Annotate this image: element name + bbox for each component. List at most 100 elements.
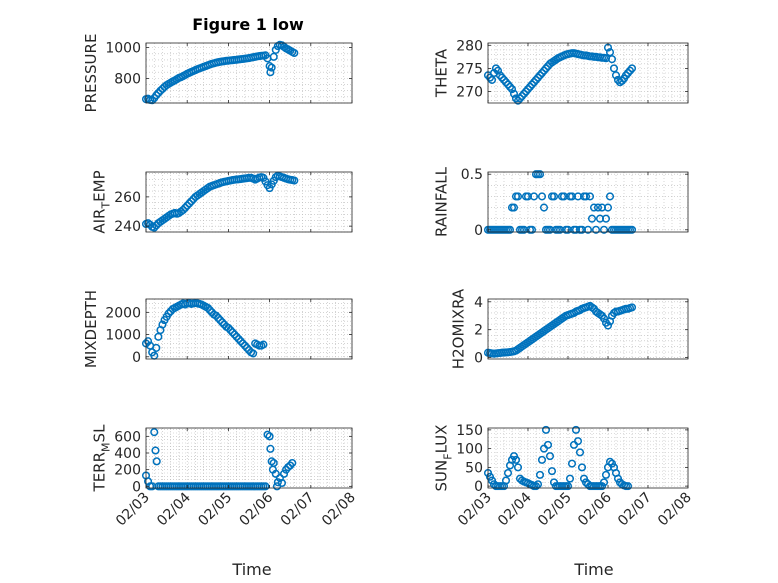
data-point bbox=[242, 343, 251, 352]
data-point bbox=[259, 340, 268, 349]
data-point bbox=[236, 337, 245, 346]
y-label-main: TERR bbox=[91, 452, 109, 493]
data-point bbox=[571, 425, 581, 434]
data-point bbox=[216, 316, 225, 325]
y-tick-label: 50 bbox=[465, 460, 483, 476]
data-point bbox=[269, 458, 278, 468]
x-tick-label: 02/03 bbox=[113, 490, 153, 530]
x-tick-label: 02/04 bbox=[495, 489, 535, 529]
data-point bbox=[537, 68, 547, 78]
axes-border bbox=[487, 298, 689, 360]
data-point bbox=[537, 192, 547, 201]
data-point bbox=[187, 197, 196, 206]
data-point bbox=[623, 68, 633, 78]
y-tick-label: 150 bbox=[456, 423, 483, 439]
data-point bbox=[277, 478, 287, 488]
data-point bbox=[267, 457, 276, 466]
data-point bbox=[501, 476, 511, 485]
data-point bbox=[515, 94, 525, 103]
subplot-mixdepth: 0 1000 2000 MIXDEPTH bbox=[82, 290, 353, 368]
data-point bbox=[583, 225, 593, 234]
data-point bbox=[151, 446, 160, 455]
data-point bbox=[531, 482, 541, 491]
y-axis-label: AIRTEMP bbox=[91, 170, 113, 233]
data-point bbox=[491, 64, 501, 73]
y-tick-label: 0.5 bbox=[461, 167, 483, 183]
y-axis-label: THETA bbox=[433, 48, 451, 98]
data-point bbox=[290, 176, 299, 185]
data-point bbox=[499, 75, 509, 84]
data-point bbox=[605, 48, 615, 57]
axes-border bbox=[145, 298, 353, 360]
data-point bbox=[150, 428, 159, 437]
y-label-subscript: F bbox=[442, 453, 455, 459]
y-label-main: PRESSURE bbox=[82, 34, 100, 113]
data-point bbox=[485, 73, 495, 82]
data-point bbox=[154, 88, 163, 98]
figure-title: Figure 1 low bbox=[192, 15, 304, 34]
data-point bbox=[605, 192, 615, 201]
y-axis-label: MIXDEPTH bbox=[82, 290, 100, 368]
series bbox=[483, 425, 633, 491]
series bbox=[483, 301, 637, 358]
data-point bbox=[284, 463, 293, 472]
data-point bbox=[487, 75, 497, 84]
data-point bbox=[577, 463, 587, 472]
subplot-pressure: 800 1000 PRESSURE bbox=[82, 34, 353, 113]
y-tick-label: 280 bbox=[456, 38, 483, 54]
data-point bbox=[607, 55, 617, 64]
y-label-main: H2OMIXRA bbox=[450, 288, 468, 369]
data-point bbox=[539, 66, 549, 75]
data-point bbox=[603, 321, 613, 330]
data-point bbox=[164, 309, 173, 318]
data-point bbox=[144, 477, 153, 486]
y-axis-label: TERRMSL bbox=[91, 424, 113, 493]
y-tick-label: 2000 bbox=[105, 305, 141, 321]
subplot-rainfall: 0 0.5 RAINFALL bbox=[433, 166, 689, 239]
data-point bbox=[547, 467, 557, 476]
x-tick-label: 02/08 bbox=[319, 490, 359, 530]
data-point bbox=[505, 82, 515, 91]
data-point bbox=[573, 437, 583, 446]
data-point bbox=[539, 203, 549, 212]
data-point bbox=[230, 330, 239, 339]
data-point bbox=[273, 478, 282, 487]
data-point bbox=[527, 225, 537, 234]
x-tick-label: 02/04 bbox=[154, 489, 194, 529]
y-tick-label: 800 bbox=[114, 71, 141, 87]
x-tick-label: 02/07 bbox=[278, 490, 318, 530]
x-tick-label: 02/06 bbox=[237, 489, 277, 529]
y-tick-label: 1000 bbox=[105, 41, 141, 57]
data-point bbox=[603, 203, 613, 212]
y-label-main: RAINFALL bbox=[433, 166, 451, 237]
data-point bbox=[218, 318, 227, 327]
data-point bbox=[228, 328, 237, 337]
data-point bbox=[238, 339, 247, 348]
data-point bbox=[587, 214, 597, 223]
series bbox=[141, 298, 268, 360]
y-tick-label: 240 bbox=[114, 219, 141, 235]
axes-border bbox=[145, 171, 353, 233]
series bbox=[483, 43, 637, 105]
y-tick-label: 400 bbox=[114, 446, 141, 462]
data-point bbox=[234, 334, 243, 344]
data-point bbox=[565, 474, 575, 483]
axes-border bbox=[487, 427, 689, 489]
data-point bbox=[148, 96, 157, 105]
data-point bbox=[549, 192, 559, 201]
y-axis-label: H2OMIXRA bbox=[450, 288, 468, 369]
x-axis-label-left: Time bbox=[231, 560, 271, 579]
data-point bbox=[495, 71, 505, 80]
data-point bbox=[567, 459, 577, 468]
data-point bbox=[507, 85, 517, 94]
y-tick-label: 270 bbox=[456, 84, 483, 100]
y-tick-label: 4 bbox=[474, 295, 483, 311]
y-label-rest: EMP bbox=[91, 170, 109, 201]
data-point bbox=[511, 455, 521, 464]
data-point bbox=[266, 444, 275, 453]
data-point bbox=[541, 425, 551, 434]
data-point bbox=[271, 469, 280, 478]
x-tick-label: 02/05 bbox=[535, 490, 575, 530]
data-point bbox=[152, 457, 161, 466]
y-tick-label: 0 bbox=[474, 351, 483, 367]
